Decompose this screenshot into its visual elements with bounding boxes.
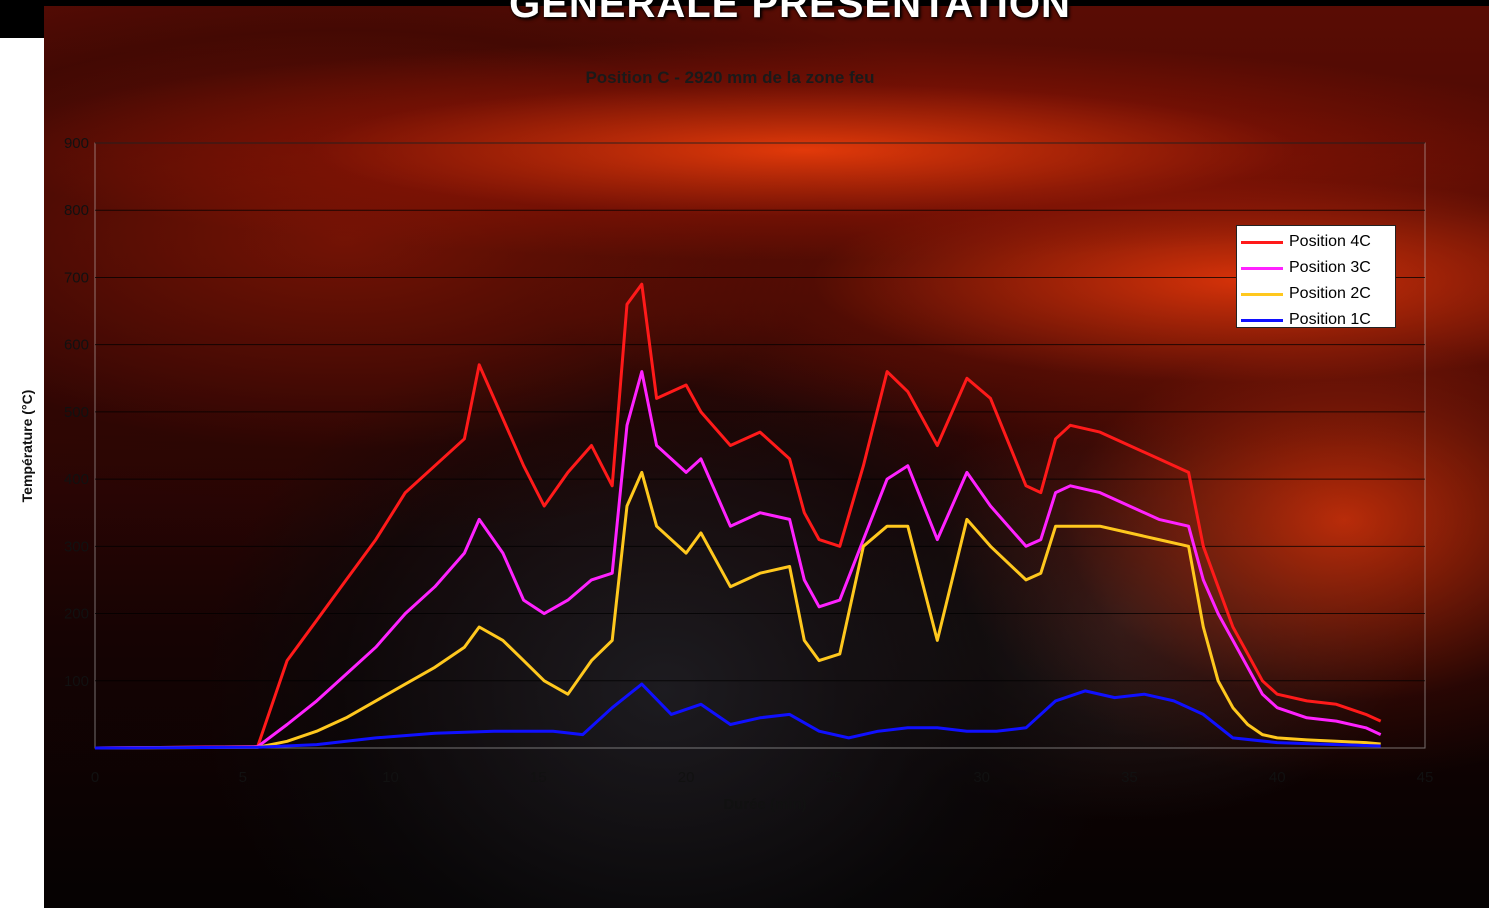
chart-title: Position C - 2920 mm de la zone feu [585,68,875,87]
slide-banner-title: GÉNÉRALE PRÉSENTATION [509,0,1071,26]
left-black-corner [0,0,44,38]
legend-label-1c: Position 1C [1289,311,1371,328]
y-tick-label: 100 [64,673,89,690]
legend-swatch-2c [1241,292,1283,296]
plot-area-border [94,142,1426,749]
y-tick-label: 500 [64,404,89,421]
x-tick-label: 0 [91,769,99,786]
legend-item-2c: Position 2C [1241,281,1391,307]
y-tick-label: 800 [64,202,89,219]
y-tick-label: 900 [64,135,89,152]
legend-item-3c: Position 3C [1241,255,1391,281]
x-axis-label: Durée (min) [723,796,807,813]
y-tick-label: 200 [64,606,89,623]
x-tick-label: 5 [239,769,247,786]
legend-item-4c: Position 4C [1241,229,1391,255]
legend-label-3c: Position 3C [1289,259,1371,276]
series-line-position-3c [94,370,1382,750]
top-black-bar [0,0,1489,6]
y-axis-label: Température (°C) [19,389,35,503]
gridlines [95,142,1425,682]
fire-background-photo [44,0,1489,908]
series-line-position-1c [94,682,1381,750]
y-tick-label: 600 [64,337,89,354]
x-axis-ticks: 0 5 10 15 20 25 30 35 40 45 [91,769,1434,786]
x-tick-label: 45 [1417,769,1434,786]
x-tick-label: 25 [826,769,843,786]
x-tick-label: 40 [1269,769,1286,786]
x-tick-label: 20 [678,769,695,786]
y-tick-label: 700 [64,269,89,286]
y-axis-ticks: 100 200 300 400 500 600 700 800 900 [64,135,89,690]
x-tick-label: 30 [973,769,990,786]
y-tick-label: 300 [64,538,89,555]
x-tick-label: 35 [1121,769,1138,786]
legend-label-4c: Position 4C [1289,233,1371,250]
chart-legend: Position 4C Position 3C Position 2C Posi… [1236,225,1396,328]
left-margin [0,0,44,908]
series-line-position-4c [94,282,1382,750]
legend-swatch-1c [1241,318,1283,322]
x-tick-label: 10 [382,769,399,786]
y-tick-label: 400 [64,471,89,488]
legend-swatch-4c [1241,240,1283,244]
legend-item-1c: Position 1C [1241,307,1391,333]
legend-swatch-3c [1241,266,1283,270]
series-line-position-2c [94,470,1381,750]
series-lines [94,282,1382,750]
x-tick-label: 15 [530,769,547,786]
legend-label-2c: Position 2C [1289,285,1371,302]
